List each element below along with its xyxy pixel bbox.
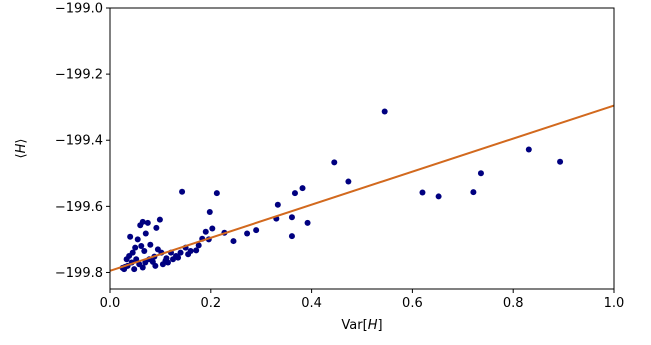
scatter-point [156,216,163,223]
scatter-point [132,244,139,251]
scatter-point [477,170,484,177]
scatter-point [193,247,200,254]
scatter-point [345,178,352,185]
fit-line-segment [109,104,615,272]
scatter-point [177,249,184,256]
scatter-point [202,228,209,235]
x-tick-label: 1.0 [604,296,625,311]
scatter-point [244,230,251,237]
x-tick-label: 0.8 [503,296,524,311]
x-axis-label: Var[H] [341,318,382,333]
scatter-point [304,219,311,226]
scatter-point [153,224,160,231]
scatter-point [147,241,154,248]
scatter-point [381,108,388,115]
y-tick-label: −199.2 [55,68,103,83]
scatter-point [144,219,151,226]
scatter-point [159,261,166,268]
fit-line [109,104,615,272]
scatter-point [123,256,130,263]
y-tick-label: −199.0 [55,2,103,17]
scatter-point [152,262,159,269]
scatter-point [435,193,442,200]
scatter-point [288,214,295,221]
axis-ticks: 0.0 0.2 0.4 0.6 0.8 1.0 −199.0 −199.2 −199.4 −199… [55,2,624,312]
scatter-point [274,201,281,208]
y-tick-label: −199.8 [55,266,103,281]
y-axis-label: ⟨H⟩ [14,139,29,159]
scatter-point [525,146,532,153]
scatter-point [557,158,564,165]
scatter-point [419,189,426,196]
scatter-point [164,259,171,266]
scatter-point [131,266,138,273]
scatter-points [119,108,564,273]
scatter-point [213,190,220,197]
x-tick-label: 0.4 [301,296,322,311]
scatter-point [134,236,141,243]
x-tick-label: 0.6 [402,296,423,311]
scatter-point [470,189,477,196]
scatter-point [170,256,176,263]
scatter-point [142,259,149,266]
scatter-point [331,159,338,166]
scatter-point [139,264,146,271]
y-tick-label: −199.6 [55,200,103,215]
scatter-point [138,243,145,250]
scatter-point [187,247,194,254]
scatter-point [299,185,306,192]
scatter-point [141,247,148,254]
scatter-point [291,190,298,197]
scatter-point [195,242,202,249]
scatter-point [175,254,182,261]
y-tick-label: −199.4 [55,134,103,149]
scatter-point [230,238,237,245]
scatter-point [209,225,216,232]
scatter-point [127,233,134,240]
x-tick-label: 0.2 [200,296,221,311]
scatter-point [137,222,144,229]
scatter-point [206,208,213,215]
x-tick-label: 0.0 [100,296,121,311]
scatter-point [288,233,295,240]
scatter-point [179,188,186,195]
scatter-point [142,230,149,237]
scatter-point [253,227,260,234]
plot-frame [109,7,615,290]
